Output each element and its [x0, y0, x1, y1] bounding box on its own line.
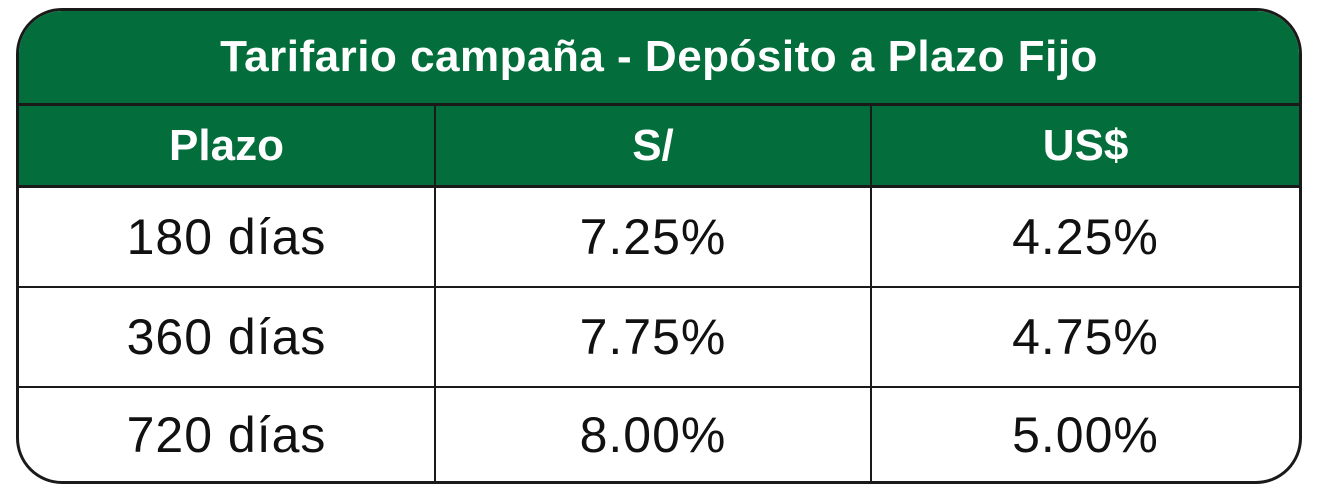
header-plazo: Plazo: [19, 106, 436, 185]
cell-dollars-rate: 4.25%: [1012, 209, 1159, 265]
header-soles: S/: [436, 106, 872, 185]
table-title: Tarifario campaña - Depósito a Plazo Fij…: [19, 11, 1299, 106]
cell-soles-rate: 7.75%: [436, 288, 872, 386]
cell-soles-rate: 7.25%: [436, 188, 872, 286]
table-header-row: Plazo S/ US$: [19, 106, 1299, 188]
table-row: 360 días 7.75% 4.75%: [19, 288, 1299, 388]
cell-dollars-rate: 4.75%: [1012, 309, 1159, 365]
cell-soles-rate: 8.00%: [436, 388, 872, 481]
cell-plazo: 720 días: [19, 388, 436, 481]
cell-plazo: 360 días: [19, 288, 436, 386]
table-row: 720 días 8.00% 5.00%: [19, 388, 1299, 481]
rate-table: Tarifario campaña - Depósito a Plazo Fij…: [16, 8, 1302, 484]
header-dollars: US$: [1042, 120, 1129, 170]
cell-dollars-rate: 5.00%: [1012, 406, 1159, 463]
cell-plazo: 180 días: [19, 188, 436, 286]
table-row: 180 días 7.25% 4.25%: [19, 188, 1299, 288]
